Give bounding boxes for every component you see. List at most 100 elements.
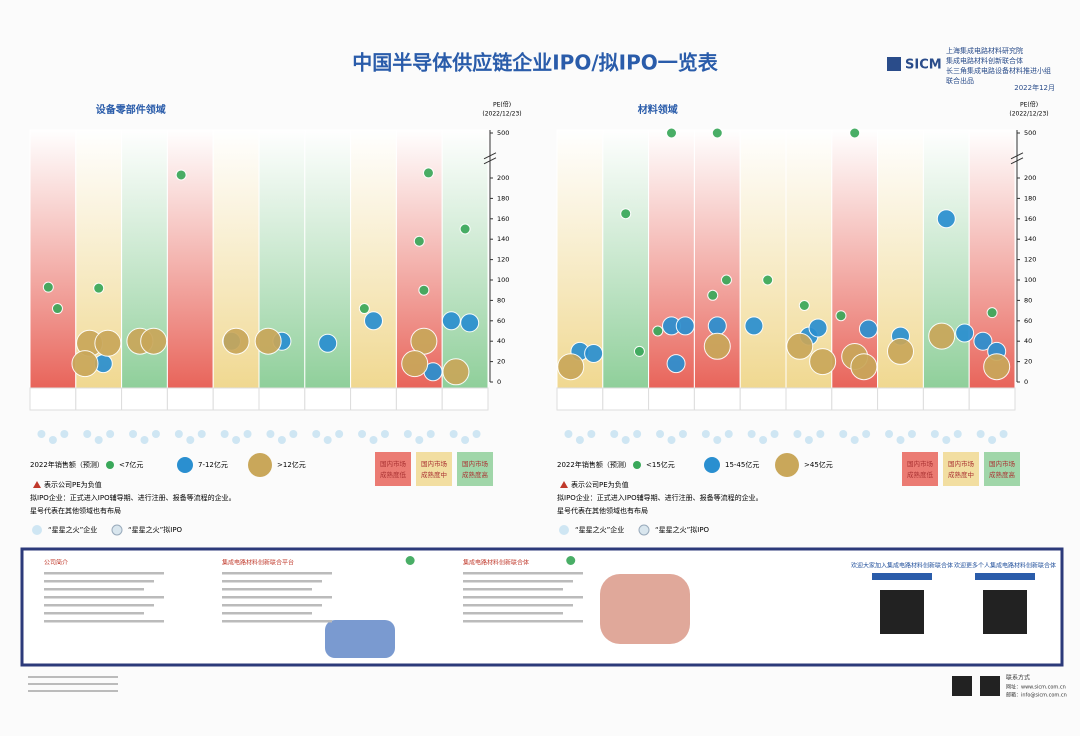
bubble	[422, 167, 434, 179]
y-tick-label: 80	[1024, 296, 1032, 304]
button	[975, 573, 1035, 580]
category-cell	[968, 387, 1016, 411]
company-icon	[885, 430, 894, 438]
negative-marker	[560, 481, 568, 488]
zone	[922, 129, 970, 389]
axis-break	[1010, 157, 1024, 165]
axis-break	[483, 152, 497, 160]
company-icon	[197, 430, 206, 438]
bubble	[418, 284, 430, 296]
text-line	[44, 572, 164, 575]
company-icon	[575, 436, 584, 444]
company-icon	[369, 436, 378, 444]
maturity-swatch	[416, 452, 452, 486]
bubble	[835, 310, 847, 322]
y-label: (2022/12/23)	[482, 111, 521, 118]
bubble	[720, 274, 732, 286]
company-icon	[220, 430, 229, 438]
text-line	[222, 612, 312, 615]
y-tick-label: 0	[1024, 378, 1028, 386]
company-icon	[988, 436, 997, 444]
bubble	[849, 127, 861, 139]
company-icon	[60, 430, 69, 438]
bubble	[707, 289, 719, 301]
bubble	[808, 318, 828, 338]
company-icon	[312, 430, 321, 438]
zone	[29, 129, 77, 389]
company-icon	[907, 430, 916, 438]
section-title: 集成电路材料创新联合平台	[222, 559, 294, 567]
bubble	[666, 354, 686, 374]
company-icon	[656, 430, 665, 438]
maturity-label: 国内市场	[907, 459, 934, 468]
zone	[350, 129, 397, 389]
text-line	[463, 596, 583, 599]
note: 拟IPO企业：正式进入IPO辅导期、进行注册、报备等流程的企业。	[30, 493, 236, 502]
y-tick-label: 100	[1024, 276, 1036, 284]
y-tick-label: 140	[497, 235, 509, 243]
spark-swatch	[559, 525, 569, 535]
company-icon	[358, 430, 367, 438]
text-line	[463, 620, 583, 623]
text-line	[44, 604, 154, 607]
category-cell	[877, 387, 924, 411]
category-cell	[831, 387, 879, 411]
map	[600, 574, 690, 644]
y-tick-label: 120	[1024, 256, 1036, 264]
company-icon	[953, 430, 962, 438]
text-line	[28, 690, 118, 692]
company-icon	[701, 430, 710, 438]
company-icon	[804, 436, 813, 444]
legend-label: >12亿元	[277, 460, 306, 469]
org: 上海集成电路材料研究院	[946, 46, 1023, 55]
y-tick-label: 20	[1024, 358, 1032, 366]
bubble	[762, 274, 774, 286]
bubble	[51, 303, 63, 315]
legend-label: <15亿元	[646, 460, 675, 469]
company-icon	[403, 430, 412, 438]
bubble	[140, 327, 168, 355]
bubble	[358, 303, 370, 315]
note: “星星之火”拟IPO	[128, 525, 183, 534]
category-cell	[602, 387, 650, 411]
bubble	[798, 300, 810, 311]
legend-swatch	[775, 453, 799, 477]
maturity-label: 成熟度高	[989, 470, 1016, 479]
bubble	[983, 353, 1011, 381]
bubble	[786, 332, 814, 360]
bubble	[404, 555, 416, 566]
bubble	[364, 311, 383, 331]
legend-swatch	[177, 457, 193, 473]
company-icon	[999, 430, 1008, 438]
axis-break	[483, 157, 497, 165]
maturity-label: 国内市场	[462, 459, 489, 468]
company-icon	[633, 430, 642, 438]
bubble	[936, 209, 956, 229]
section-title: 集成电路材料创新联合体	[463, 559, 529, 567]
note: “星星之火”拟IPO	[655, 525, 710, 534]
maturity-swatch	[902, 452, 938, 486]
category-cell	[441, 387, 489, 411]
maturity-label: 国内市场	[989, 459, 1016, 468]
y-tick-label: 100	[497, 276, 509, 284]
bubble	[928, 322, 956, 350]
logo: SICM	[905, 58, 942, 73]
y-tick-label: 80	[497, 296, 505, 304]
text-line	[44, 612, 144, 615]
text-line	[463, 580, 573, 583]
bubble	[318, 333, 338, 353]
category-cell	[693, 387, 741, 411]
bubble	[955, 323, 975, 343]
company-icon	[380, 430, 389, 438]
maturity-swatch	[984, 452, 1020, 486]
text-line	[44, 588, 144, 591]
bubble	[744, 316, 764, 336]
bubble	[254, 327, 282, 355]
maturity-swatch	[457, 452, 493, 486]
maturity-label: 国内市场	[421, 459, 448, 468]
company-icon	[816, 430, 825, 438]
join-title: 欢迎更多个人集成电路材料创新联合体	[954, 562, 1056, 570]
company-icon	[747, 430, 756, 438]
qr-code	[980, 676, 1000, 696]
